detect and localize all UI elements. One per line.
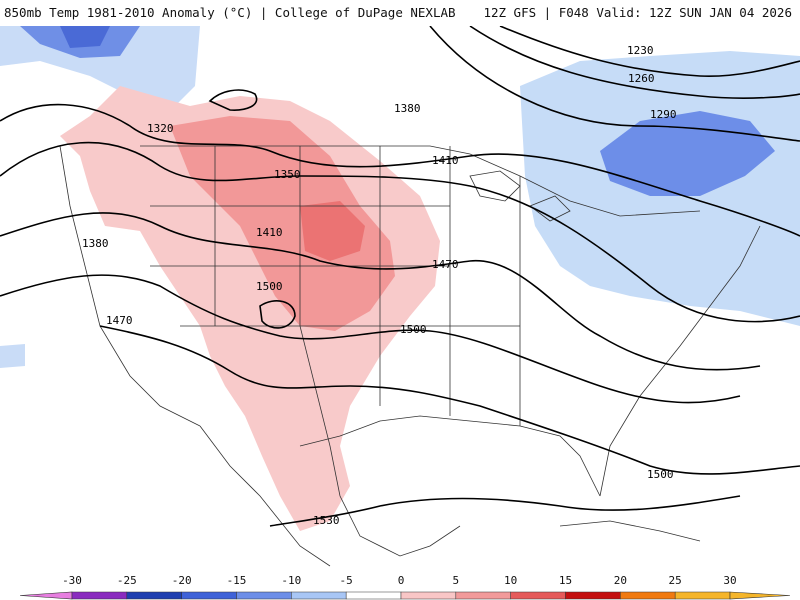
- colorbar-segment: [620, 591, 676, 600]
- contour-label: 1500: [256, 280, 283, 293]
- contour-label: 1350: [274, 168, 301, 181]
- contour-label: 1380: [82, 237, 109, 250]
- colorbar: -30 -25 -20 -15 -10 -5 0 5 10 15 20 25 30: [0, 574, 800, 600]
- colorbar-segment: [565, 591, 621, 600]
- colorbar-segment: [455, 591, 511, 600]
- colorbar-segment: [510, 591, 566, 600]
- colorbar-segment: [674, 591, 731, 600]
- contour-labels: 1230 1260 1290 1320 1350 1380 1410 1410 …: [82, 44, 677, 527]
- model-run-info: 12Z GFS | F048 Valid: 12Z SUN JAN 04 202…: [483, 5, 792, 20]
- contour-label: 1470: [106, 314, 133, 327]
- colorbar-segment: [71, 591, 128, 600]
- contour-label: 1320: [147, 122, 174, 135]
- contour-label: 1410: [256, 226, 283, 239]
- colorbar-tick-label: -25: [116, 574, 137, 587]
- colorbar-right-arrow: [729, 591, 791, 600]
- colorbar-tick-label: -5: [339, 574, 353, 587]
- colorbar-segment: [400, 591, 457, 600]
- colorbar-segment: [345, 591, 402, 600]
- contour-label: 1530: [313, 514, 340, 527]
- boundaries: [59, 145, 761, 567]
- colorbar-tick-label: 20: [613, 574, 627, 587]
- colorbar-tick-label: 25: [668, 574, 682, 587]
- colorbar-segment: [126, 591, 182, 600]
- contour-label: 1260: [628, 72, 655, 85]
- contour-label: 1290: [650, 108, 677, 121]
- colorbar-segment: [291, 591, 347, 600]
- contour-label: 1230: [627, 44, 654, 57]
- colorbar-tick-label: -30: [62, 574, 82, 587]
- colorbar-tick-label: 5: [452, 574, 460, 587]
- colorbar-tick-label: 10: [504, 574, 518, 587]
- colorbar-svg: [19, 591, 791, 600]
- contour-label: 1500: [647, 468, 674, 481]
- height-contours: [0, 26, 800, 527]
- colorbar-tick-label: 0: [397, 574, 405, 587]
- map-svg: 1230 1260 1290 1320 1350 1380 1410 1410 …: [0, 26, 800, 567]
- contour-label: 1470: [432, 258, 459, 271]
- colorbar-left-arrow: [19, 591, 73, 600]
- colorbar-segment: [236, 591, 292, 600]
- colorbar-segment: [181, 591, 237, 600]
- colorbar-tick-label: -15: [226, 574, 247, 587]
- colorbar-tick-label: -10: [281, 574, 302, 587]
- map-panel: 1230 1260 1290 1320 1350 1380 1410 1410 …: [0, 26, 800, 574]
- contour-label: 1500: [400, 323, 427, 336]
- colorbar-tick-label: 15: [558, 574, 573, 587]
- contour-label: 1380: [394, 102, 421, 115]
- colorbar-tick-label: -20: [171, 574, 192, 587]
- colorbar-tick-label: 30: [723, 574, 737, 587]
- map-title: 850mb Temp 1981-2010 Anomaly (°C) | Coll…: [4, 5, 456, 20]
- title-bar: 850mb Temp 1981-2010 Anomaly (°C) | Coll…: [0, 0, 800, 26]
- contour-label: 1410: [432, 154, 459, 167]
